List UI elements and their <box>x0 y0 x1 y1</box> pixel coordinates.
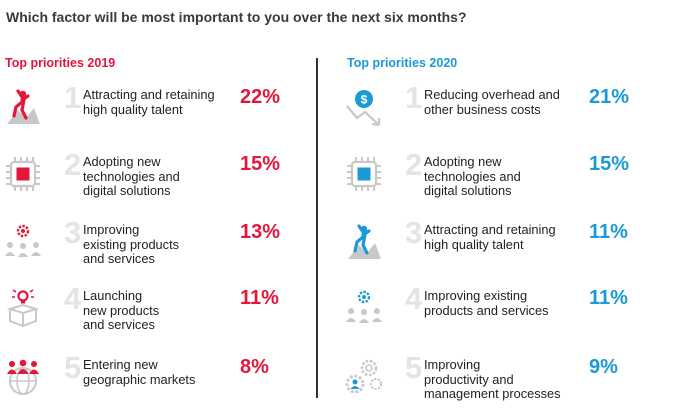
percent-value: 8% <box>240 356 269 378</box>
priority-item: 2 Adopting new technologies and digital sol… <box>4 149 314 217</box>
percent-value: 22% <box>240 86 281 108</box>
rank-number: 2 <box>64 147 82 182</box>
priority-item: 1 Attracting and retaining high quality ta… <box>4 82 314 150</box>
percent-value: 15% <box>589 153 630 175</box>
rank-number: 2 <box>405 147 423 182</box>
priority-item: 4 Launching new products and services 11% <box>4 283 314 351</box>
globe-people-icon <box>4 358 42 396</box>
priority-label: Adopting new technologies and digital solu… <box>83 154 180 198</box>
rank-number: 1 <box>64 80 82 115</box>
priority-label: Launching new products and services <box>83 288 160 332</box>
rank-number: 3 <box>405 215 423 250</box>
priority-item: 5 Entering new geographic markets 8% <box>4 352 314 420</box>
percent-value: 11% <box>589 221 628 243</box>
percent-value: 21% <box>589 86 630 108</box>
team-gear-icon <box>345 289 383 327</box>
priority-label: Attracting and retaining high quality tal… <box>83 87 215 117</box>
percent-value: 15% <box>240 153 281 175</box>
column-title-2019: Top priorities 2019 <box>5 56 116 70</box>
priority-item: $ 1 Reducing overhead and other business c… <box>345 82 655 150</box>
chip-icon <box>4 155 42 193</box>
priority-label: Adopting new technologies and digital solu… <box>424 154 521 198</box>
rank-number: 4 <box>64 281 82 316</box>
lightbulb-box-icon <box>4 289 42 328</box>
percent-value: 11% <box>240 287 279 309</box>
percent-value: 13% <box>240 221 281 243</box>
dollar-down-icon: $ <box>345 88 383 127</box>
priority-label: Improving productivity and management proc… <box>424 357 561 401</box>
climber-icon <box>4 88 42 126</box>
chart-title: Which factor will be most important to y… <box>6 9 467 25</box>
priority-label: Improving existing products and services <box>83 222 180 266</box>
gears-person-icon <box>345 358 383 396</box>
priority-label: Reducing overhead and other business cost… <box>424 87 560 117</box>
rank-number: 5 <box>405 350 423 385</box>
rank-number: 3 <box>64 215 82 250</box>
svg-text:$: $ <box>361 93 368 107</box>
percent-value: 9% <box>589 356 618 378</box>
column-title-2020: Top priorities 2020 <box>347 56 458 70</box>
priority-item: 5 Improving productivity and management pro… <box>345 352 655 420</box>
column-divider <box>316 58 318 398</box>
priority-item: 2 Adopting new technologies and digital sol… <box>345 149 655 217</box>
team-gear-icon <box>4 223 42 261</box>
priority-item: 3 Improving existing products and services 1… <box>4 217 314 285</box>
rank-number: 1 <box>405 80 423 115</box>
rank-number: 4 <box>405 281 423 316</box>
chip-icon <box>345 155 383 193</box>
priority-label: Entering new geographic markets <box>83 357 196 387</box>
priority-item: 3 Attracting and retaining high quality ta… <box>345 217 655 285</box>
climber-icon <box>345 223 383 261</box>
priority-label: Improving existing products and services <box>424 288 549 318</box>
rank-number: 5 <box>64 350 82 385</box>
percent-value: 11% <box>589 287 628 309</box>
priority-item: 4 Improving existing products and services… <box>345 283 655 351</box>
priority-label: Attracting and retaining high quality tal… <box>424 222 556 252</box>
